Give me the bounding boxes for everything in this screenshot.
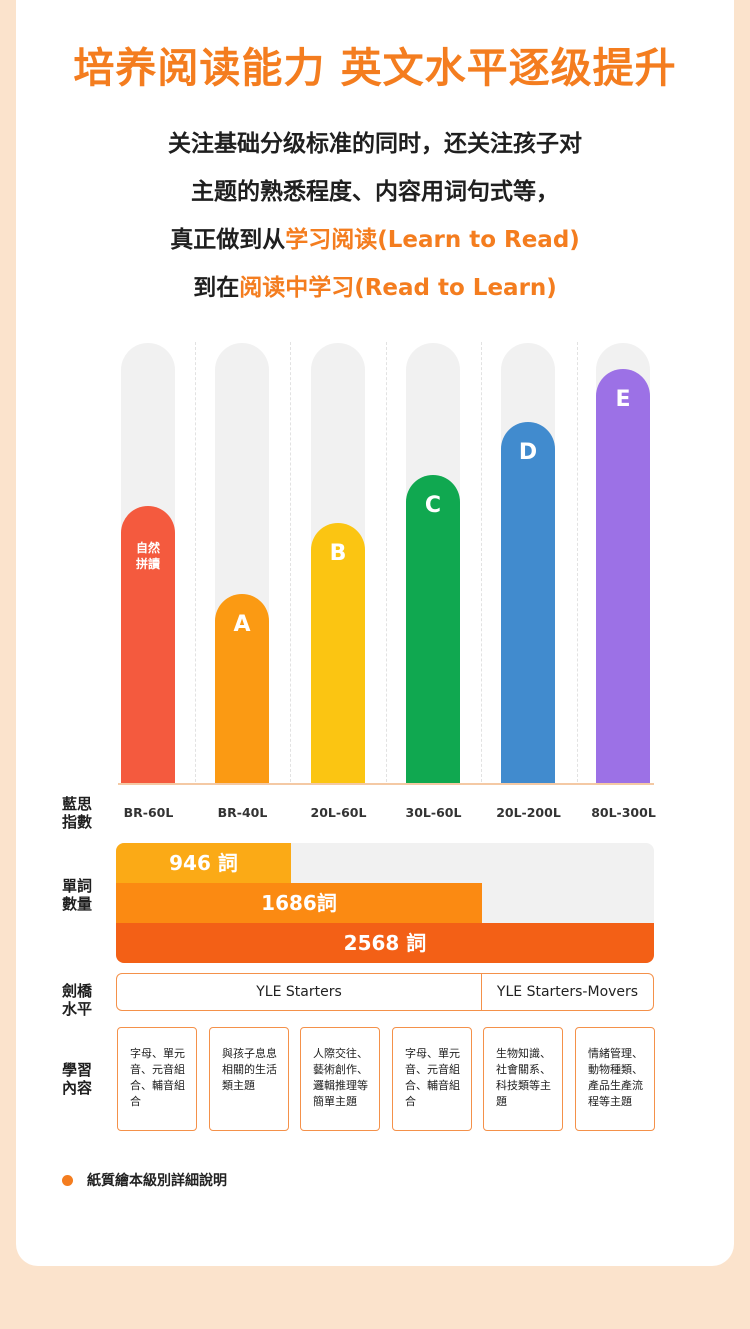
words-bar-1686: 1686詞	[116, 883, 482, 923]
level-bar-3	[406, 475, 460, 783]
intro-highlight-read-to-learn: 阅读中学习(Read to Learn)	[239, 275, 557, 301]
intro-line-3-prefix: 真正做到从	[170, 227, 286, 253]
level-bar-2	[311, 523, 365, 783]
footnote[interactable]: 紙質繪本級別詳細說明	[62, 1170, 227, 1190]
bar-label-D: D	[518, 440, 538, 465]
lexile-value: 20L-60L	[310, 805, 367, 820]
content-box: 生物知識、社會關系、科技類等主題	[483, 1027, 563, 1131]
row-label-lexile: 藍思指數	[62, 795, 93, 831]
lexile-value: 20L-200L	[496, 805, 561, 820]
row-label-level: 劍橋水平	[62, 982, 93, 1018]
bar-label-E: E	[615, 387, 631, 412]
level-bar-5	[596, 369, 650, 783]
content-box: 字母、單元音、元音組合、輔音組合	[392, 1027, 472, 1131]
level-bar-4	[501, 422, 555, 783]
content-box: 人際交往、藝術創作、邏輯推理等簡單主題	[300, 1027, 380, 1131]
bar-note-line-2: 拼讀	[135, 557, 160, 571]
row-label-content: 學習內容	[62, 1061, 93, 1097]
content-box: 與孩子息息相關的生活類主題	[209, 1027, 289, 1131]
column-divider	[481, 342, 482, 782]
intro-line-3: 真正做到从学习阅读(Learn to Read)	[0, 220, 750, 268]
bar-label-phonics: 自然 拼讀	[121, 540, 175, 572]
intro-line-2: 主题的熟悉程度、内容用词句式等，	[191, 179, 559, 205]
column-divider	[577, 342, 578, 782]
intro-line-4: 到在阅读中学习(Read to Learn)	[0, 268, 750, 316]
column-divider	[195, 342, 196, 782]
level-bar-1	[215, 594, 269, 783]
intro-line-1: 关注基础分级标准的同时，还关注孩子对	[168, 131, 582, 157]
row-label-words: 單詞數量	[62, 877, 93, 913]
column-divider	[290, 342, 291, 782]
content-box: 字母、單元音、元音組合、輔音組合	[117, 1027, 197, 1131]
bullet-dot-icon	[62, 1175, 73, 1186]
intro-text: 关注基础分级标准的同时，还关注孩子对 主题的熟悉程度、内容用词句式等， 真正做到…	[0, 124, 750, 316]
lexile-value: 80L-300L	[591, 805, 656, 820]
yle-starters-box: YLE Starters	[116, 973, 482, 1011]
words-bar-946: 946 詞	[116, 843, 291, 883]
chart-baseline	[118, 783, 654, 785]
page-title: 培养阅读能力 英文水平逐级提升	[73, 44, 677, 92]
bar-note-line-1: 自然	[135, 541, 160, 555]
column-divider	[386, 342, 387, 782]
footnote-text: 紙質繪本級別詳細說明	[87, 1173, 227, 1189]
lexile-value: 30L-60L	[405, 805, 462, 820]
lexile-value: BR-40L	[217, 805, 268, 820]
bar-label-C: C	[424, 493, 442, 518]
yle-starters-movers-box: YLE Starters-Movers	[481, 973, 654, 1011]
content-box: 情緒管理、動物種類、產品生產流程等主題	[575, 1027, 655, 1131]
intro-highlight-learn-to-read: 学习阅读(Learn to Read)	[285, 227, 580, 253]
words-bar-2568: 2568 詞	[116, 923, 654, 963]
level-bar-0	[121, 506, 175, 783]
bar-label-A: A	[233, 612, 251, 637]
bar-label-B: B	[329, 541, 347, 566]
intro-line-4-prefix: 到在	[193, 275, 240, 301]
level-bar-chart: 自然拼讀 A B C D E	[121, 342, 650, 783]
lexile-value: BR-60L	[123, 805, 174, 820]
